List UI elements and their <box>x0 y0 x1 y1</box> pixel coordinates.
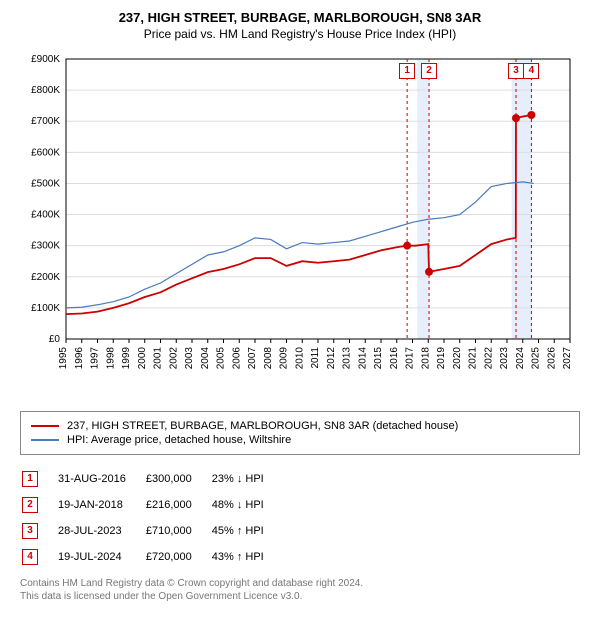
svg-text:2002: 2002 <box>168 347 179 370</box>
title-main: 237, HIGH STREET, BURBAGE, MARLBOROUGH, … <box>10 10 590 25</box>
event-delta: 45% ↑ HPI <box>212 519 282 543</box>
legend-label: 237, HIGH STREET, BURBAGE, MARLBOROUGH, … <box>67 420 458 432</box>
legend: 237, HIGH STREET, BURBAGE, MARLBOROUGH, … <box>20 411 580 455</box>
svg-text:£300K: £300K <box>31 241 60 252</box>
event-row: 1 31-AUG-2016£300,00023% ↓ HPI <box>22 467 282 491</box>
svg-text:1997: 1997 <box>90 347 101 370</box>
event-price: £216,000 <box>146 493 210 517</box>
event-price: £710,000 <box>146 519 210 543</box>
svg-text:2027: 2027 <box>562 347 573 370</box>
event-badge: 2 <box>22 497 38 513</box>
event-badge: 3 <box>22 523 38 539</box>
svg-text:£100K: £100K <box>31 303 60 314</box>
svg-text:£0: £0 <box>49 334 61 345</box>
svg-text:2012: 2012 <box>326 347 337 370</box>
svg-text:2025: 2025 <box>531 347 542 370</box>
svg-text:2006: 2006 <box>231 347 242 370</box>
svg-text:£900K: £900K <box>31 54 60 65</box>
svg-text:2017: 2017 <box>405 347 416 370</box>
svg-text:1995: 1995 <box>58 347 69 370</box>
svg-text:2008: 2008 <box>263 347 274 370</box>
svg-text:2004: 2004 <box>200 347 211 370</box>
chart-svg: £0 £100K £200K £300K £400K £500K £600K £700K £80… <box>20 49 580 399</box>
event-date: 19-JAN-2018 <box>58 493 144 517</box>
svg-text:2009: 2009 <box>279 347 290 370</box>
svg-text:2021: 2021 <box>468 347 479 370</box>
svg-text:2023: 2023 <box>499 347 510 370</box>
svg-text:2014: 2014 <box>357 347 368 370</box>
event-delta: 43% ↑ HPI <box>212 545 282 569</box>
svg-text:2001: 2001 <box>153 347 164 370</box>
event-price: £300,000 <box>146 467 210 491</box>
footnote-line2: This data is licensed under the Open Gov… <box>20 590 580 603</box>
event-date: 28-JUL-2023 <box>58 519 144 543</box>
svg-text:2000: 2000 <box>137 347 148 370</box>
legend-row-0: 237, HIGH STREET, BURBAGE, MARLBOROUGH, … <box>31 420 569 432</box>
event-price: £720,000 <box>146 545 210 569</box>
legend-swatch <box>31 439 59 441</box>
footnote: Contains HM Land Registry data © Crown c… <box>20 577 580 603</box>
legend-swatch <box>31 425 59 427</box>
event-delta: 48% ↓ HPI <box>212 493 282 517</box>
event-badge: 1 <box>22 471 38 487</box>
events-table: 1 31-AUG-2016£300,00023% ↓ HPI 2 19-JAN-201… <box>20 465 284 571</box>
svg-text:1999: 1999 <box>121 347 132 370</box>
legend-label: HPI: Average price, detached house, Wilt… <box>67 434 291 446</box>
svg-text:2024: 2024 <box>515 347 526 370</box>
event-row: 3 28-JUL-2023£710,00045% ↑ HPI <box>22 519 282 543</box>
svg-text:1998: 1998 <box>105 347 116 370</box>
chart-badge-2: 2 <box>421 63 437 79</box>
svg-text:£700K: £700K <box>31 116 60 127</box>
event-delta: 23% ↓ HPI <box>212 467 282 491</box>
svg-text:2013: 2013 <box>342 347 353 370</box>
event-badge: 4 <box>22 549 38 565</box>
svg-text:2003: 2003 <box>184 347 195 370</box>
svg-text:2018: 2018 <box>420 347 431 370</box>
title-block: 237, HIGH STREET, BURBAGE, MARLBOROUGH, … <box>10 10 590 41</box>
svg-text:2019: 2019 <box>436 347 447 370</box>
footnote-line1: Contains HM Land Registry data © Crown c… <box>20 577 580 590</box>
svg-text:2020: 2020 <box>452 347 463 370</box>
svg-text:2016: 2016 <box>389 347 400 370</box>
event-date: 31-AUG-2016 <box>58 467 144 491</box>
svg-text:2026: 2026 <box>546 347 557 370</box>
event-date: 19-JUL-2024 <box>58 545 144 569</box>
svg-text:£500K: £500K <box>31 178 60 189</box>
chart-badge-1: 1 <box>399 63 415 79</box>
chart-area: £0 £100K £200K £300K £400K £500K £600K £700K £80… <box>20 49 580 399</box>
svg-text:£400K: £400K <box>31 210 60 221</box>
svg-text:2007: 2007 <box>247 347 258 370</box>
svg-text:2010: 2010 <box>294 347 305 370</box>
event-row: 4 19-JUL-2024£720,00043% ↑ HPI <box>22 545 282 569</box>
svg-text:£600K: £600K <box>31 147 60 158</box>
event-row: 2 19-JAN-2018£216,00048% ↓ HPI <box>22 493 282 517</box>
legend-row-1: HPI: Average price, detached house, Wilt… <box>31 434 569 446</box>
chart-badge-4: 4 <box>523 63 539 79</box>
chart-badge-3: 3 <box>508 63 524 79</box>
svg-text:2022: 2022 <box>483 347 494 370</box>
svg-text:2015: 2015 <box>373 347 384 370</box>
svg-text:£800K: £800K <box>31 85 60 96</box>
svg-text:2005: 2005 <box>216 347 227 370</box>
svg-text:1996: 1996 <box>74 347 85 370</box>
svg-text:£200K: £200K <box>31 272 60 283</box>
title-sub: Price paid vs. HM Land Registry's House … <box>10 27 590 41</box>
svg-text:2011: 2011 <box>310 347 321 369</box>
